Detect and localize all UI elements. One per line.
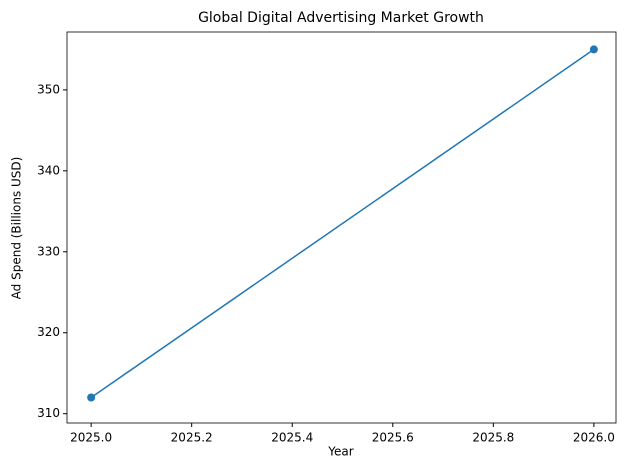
x-tick-label: 2025.4 [271,431,313,445]
y-tick-label: 350 [37,82,60,96]
y-axis-label: Ad Spend (Billions USD) [10,157,24,300]
point [589,45,598,54]
chart-title: Global Digital Advertising Market Growth [198,10,484,26]
x-tick-label: 2025.2 [171,431,213,445]
x-tick-label: 2025.8 [472,431,514,445]
plot-frame [66,31,617,424]
x-tick-label: 2025.6 [372,431,414,445]
x-tick-label: 2026.0 [573,431,615,445]
line [90,48,595,399]
y-tick-label: 310 [37,406,60,420]
point [87,393,96,402]
y-tick-label: 340 [37,163,60,177]
y-tick-label: 320 [37,325,60,339]
x-axis-label: Year [327,445,353,459]
y-tick-label: 330 [37,244,60,258]
x-tick-label: 2025.0 [70,431,112,445]
